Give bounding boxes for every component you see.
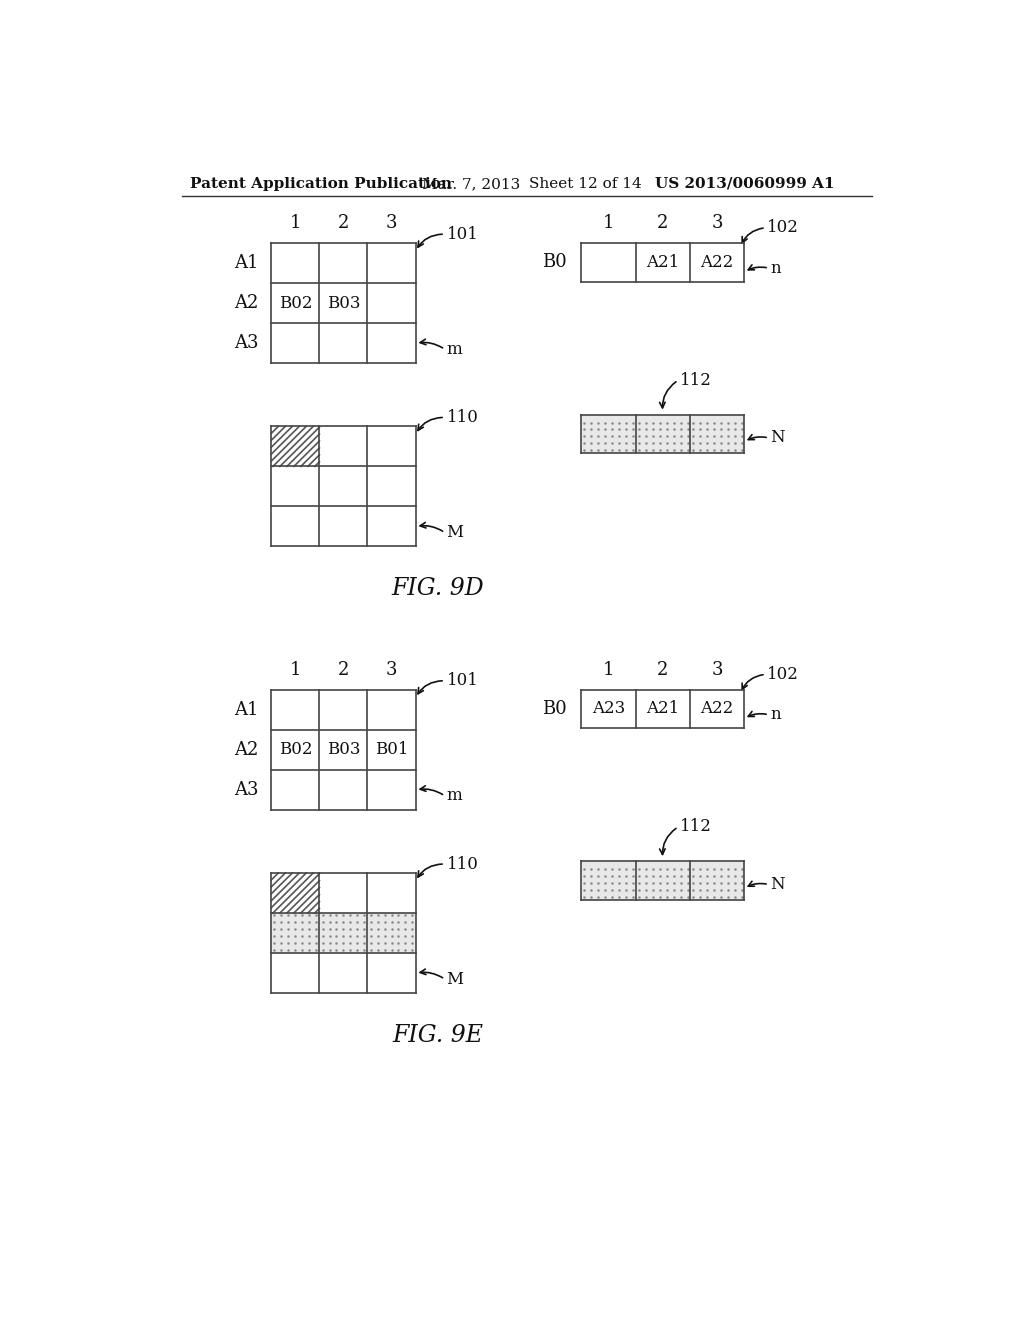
Text: m: m [446, 788, 462, 804]
Text: n: n [770, 260, 781, 277]
Text: A22: A22 [700, 253, 733, 271]
Text: Mar. 7, 2013: Mar. 7, 2013 [423, 177, 521, 191]
Text: A3: A3 [234, 781, 259, 799]
Text: B03: B03 [327, 742, 360, 758]
Text: 102: 102 [767, 665, 800, 682]
Text: 112: 112 [680, 818, 712, 836]
Text: FIG. 9D: FIG. 9D [391, 577, 484, 601]
Text: M: M [446, 970, 464, 987]
Text: A1: A1 [234, 255, 259, 272]
Bar [690, 862, 744, 900]
Text: 1: 1 [290, 661, 301, 678]
Text: 3: 3 [712, 214, 723, 232]
Text: B03: B03 [327, 294, 360, 312]
Text: B01: B01 [375, 742, 409, 758]
Text: 2: 2 [657, 661, 669, 678]
Bar [271, 873, 319, 913]
Text: A2: A2 [234, 741, 259, 759]
Text: 2: 2 [657, 214, 669, 232]
Text: FIG. 9E: FIG. 9E [392, 1024, 483, 1047]
Text: 3: 3 [386, 661, 397, 678]
Text: M: M [446, 524, 464, 541]
Bar [690, 414, 744, 453]
Bar [368, 913, 416, 953]
Text: 101: 101 [446, 672, 478, 689]
Text: 112: 112 [680, 372, 712, 388]
Text: Sheet 12 of 14: Sheet 12 of 14 [529, 177, 642, 191]
Text: 102: 102 [767, 219, 800, 236]
Text: A1: A1 [234, 701, 259, 718]
Bar [271, 913, 319, 953]
Text: 110: 110 [446, 855, 478, 873]
Text: B02: B02 [279, 294, 312, 312]
Text: N: N [770, 876, 785, 894]
Text: B02: B02 [279, 742, 312, 758]
Text: m: m [446, 341, 462, 358]
Text: Patent Application Publication: Patent Application Publication [190, 177, 452, 191]
Text: B0: B0 [542, 253, 566, 272]
Bar [319, 913, 368, 953]
Bar [636, 414, 690, 453]
Text: 3: 3 [386, 214, 397, 232]
Text: n: n [770, 706, 781, 723]
Text: 1: 1 [603, 214, 614, 232]
Bar [582, 862, 636, 900]
Text: 110: 110 [446, 409, 478, 426]
Text: N: N [770, 429, 785, 446]
Text: A21: A21 [646, 701, 679, 718]
Text: A21: A21 [646, 253, 679, 271]
Text: US 2013/0060999 A1: US 2013/0060999 A1 [655, 177, 835, 191]
Text: A23: A23 [592, 701, 625, 718]
Bar [582, 414, 636, 453]
Text: 2: 2 [338, 661, 349, 678]
Bar [636, 862, 690, 900]
Text: 2: 2 [338, 214, 349, 232]
Text: A2: A2 [234, 294, 259, 312]
Bar [271, 426, 319, 466]
Text: 101: 101 [446, 226, 478, 243]
Text: 3: 3 [712, 661, 723, 678]
Text: B0: B0 [542, 700, 566, 718]
Text: 1: 1 [603, 661, 614, 678]
Text: A3: A3 [234, 334, 259, 352]
Text: 1: 1 [290, 214, 301, 232]
Text: A22: A22 [700, 701, 733, 718]
